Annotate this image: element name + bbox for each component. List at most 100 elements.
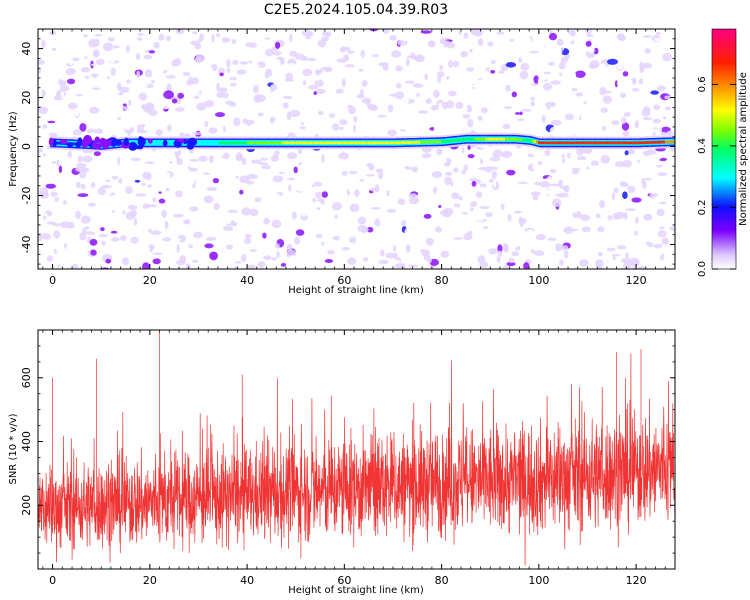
spectrogram-ridge-cell <box>339 141 342 145</box>
spectrogram-noise-blob <box>615 152 624 157</box>
spectrogram-ytick-label: 20 <box>20 91 33 105</box>
spectrogram-ridge-cell <box>426 140 429 144</box>
spectrogram-noise-blob <box>311 238 318 247</box>
spectrogram-noise-blob <box>481 60 485 67</box>
spectrogram-noise-blob <box>345 94 353 100</box>
spectrogram-ridge-cell <box>393 141 397 145</box>
spectrogram-noise-blob <box>404 80 415 84</box>
spectrogram-ticks: 0 20 40 60 80 100 120 -40 -20 0 20 40 <box>20 28 676 287</box>
spectrogram-noise-blob <box>315 191 323 199</box>
spectrogram-noise-blob <box>654 38 662 42</box>
spectrogram-noise-blob <box>260 117 267 124</box>
spectrogram-noise-blob <box>82 34 88 38</box>
spectrogram-noise-blob <box>278 65 287 72</box>
spectrogram-ridge-cell <box>581 141 585 145</box>
spectrogram-ridge-cell <box>420 140 423 144</box>
spectrogram-noise-blob <box>51 161 57 164</box>
spectrogram-ridge-cell <box>509 137 513 141</box>
spectrogram-noise-blob <box>175 190 183 198</box>
spectrogram-ridge-cell <box>314 141 318 145</box>
spectrogram-ridge-cell <box>433 140 436 144</box>
spectrogram-noise-blob <box>55 117 65 126</box>
spectrogram-noise-blob <box>123 121 132 130</box>
spectrogram-noise-blob <box>110 230 118 234</box>
spectrogram-noise-blob <box>655 31 661 36</box>
spectrogram-noise-blob <box>496 234 507 239</box>
spectrogram-noise-blob <box>179 255 187 264</box>
spectrogram-noise-blob <box>173 213 184 218</box>
spectrogram-noise-blob <box>321 66 333 71</box>
spectrogram-noise-blob <box>535 167 540 176</box>
spectrogram-noise-blob <box>208 155 214 164</box>
spectrogram-noise-blob <box>204 119 209 128</box>
spectrogram-noise-blob <box>489 92 498 101</box>
spectrogram-noise-blob <box>77 193 89 198</box>
spectrogram-noise-blob <box>192 259 199 263</box>
spectrogram-noise-blob <box>425 171 431 175</box>
spectrogram-noise-blob <box>152 258 161 265</box>
spectrogram-ridge-blob <box>128 142 138 151</box>
spectrogram-noise-blob <box>660 131 667 136</box>
spectrogram-noise-blob <box>590 160 599 166</box>
spectrogram-ridge-cell <box>345 141 348 145</box>
spectrogram-noise-blob <box>302 202 310 210</box>
spectrogram-noise-blob <box>269 211 273 219</box>
spectrogram-noise-blob <box>152 252 163 256</box>
spectrogram-noise-blob <box>563 185 569 191</box>
spectrogram-noise-blob <box>76 234 80 242</box>
spectrogram-noise-blob <box>508 233 516 236</box>
spectrogram-noise-blob <box>528 51 540 54</box>
spectrogram-noise-blob <box>478 166 488 171</box>
spectrogram-noise-blob <box>417 102 428 110</box>
spectrogram-ridge-cell <box>614 141 618 145</box>
spectrogram-noise-blob <box>357 216 366 225</box>
spectrogram-ridge-cell <box>378 141 381 145</box>
spectrogram-noise-blob <box>263 255 272 260</box>
spectrogram-noise-blob <box>442 40 451 46</box>
spectrogram-noise-blob <box>42 124 48 129</box>
spectrogram-noise-blob <box>250 159 262 164</box>
spectrogram-noise-blob <box>400 128 406 132</box>
spectrogram-noise-blob <box>264 83 268 89</box>
spectrogram-noise-blob <box>79 232 87 241</box>
spectrogram-noise-blob <box>90 182 96 189</box>
spectrogram-noise-blob <box>601 125 607 131</box>
spectrogram-ridge-cell <box>503 137 506 141</box>
spectrogram-noise-blob <box>321 191 328 198</box>
spectrogram-noise-blob <box>241 207 252 216</box>
spectrogram-noise-blob <box>506 169 516 176</box>
spectrogram-ridge-cell <box>498 137 502 141</box>
spectrogram-noise-blob <box>305 35 311 40</box>
spectrogram-noise-blob <box>556 48 563 55</box>
spectrogram-noise-blob <box>137 162 142 171</box>
spectrogram-ridge-cell <box>349 141 353 145</box>
spectrogram-noise-blob <box>448 59 453 69</box>
spectrogram-ridge-cell <box>487 137 491 141</box>
spectrogram-noise-blob <box>652 118 662 124</box>
spectrogram-ytick-label: 0 <box>20 143 33 150</box>
spectrogram-noise-blob <box>241 157 247 166</box>
spectrogram-ridge-cell <box>470 137 473 141</box>
spectrogram-noise-blob <box>215 112 225 118</box>
spectrogram-noise-blob <box>41 199 48 204</box>
spectrogram-ridge-blob <box>111 139 117 147</box>
spectrogram-noise-blob <box>191 132 203 135</box>
colorbar-label: Normalized spectral amplitude <box>738 72 749 226</box>
spectrogram-ridge-cell <box>312 141 316 145</box>
spectrogram-noise-blob <box>583 246 589 254</box>
spectrogram-noise-blob <box>174 238 182 241</box>
spectrogram-ridge-cell <box>514 137 517 141</box>
spectrogram-noise-blob <box>316 207 321 211</box>
spectrogram-noise-blob <box>622 191 628 199</box>
spectrogram-noise-blob <box>612 255 616 261</box>
spectrogram-noise-blob <box>581 188 591 192</box>
spectrogram-noise-blob <box>539 181 551 188</box>
spectrogram-noise-blob <box>520 235 531 243</box>
spectrogram-noise-blob <box>611 254 621 257</box>
spectrogram-noise-blob <box>349 222 354 226</box>
spectrogram-ridge-blob <box>96 143 102 150</box>
spectrogram-noise-blob <box>42 213 48 217</box>
spectrogram-noise-blob <box>467 230 473 236</box>
spectrogram-noise-blob <box>161 237 172 242</box>
spectrogram-noise-blob <box>496 31 505 35</box>
